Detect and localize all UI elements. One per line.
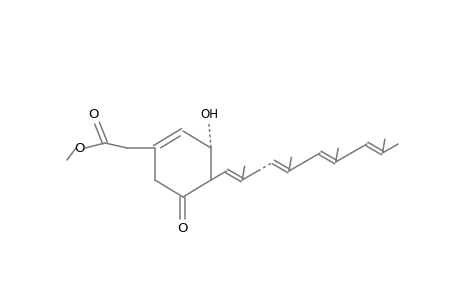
Text: O: O bbox=[89, 107, 99, 121]
Text: O: O bbox=[74, 142, 85, 154]
Text: OH: OH bbox=[200, 109, 218, 122]
Text: O: O bbox=[177, 223, 188, 236]
